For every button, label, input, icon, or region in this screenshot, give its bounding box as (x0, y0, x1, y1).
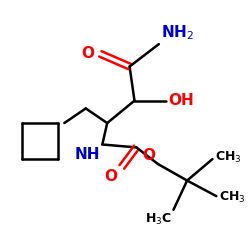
Text: H$_3$C: H$_3$C (145, 212, 172, 227)
Text: NH$_2$: NH$_2$ (161, 23, 194, 42)
Text: O: O (104, 169, 117, 184)
Text: CH$_3$: CH$_3$ (215, 150, 242, 166)
Text: OH: OH (168, 93, 194, 108)
Text: CH$_3$: CH$_3$ (219, 190, 246, 205)
Text: NH: NH (74, 147, 100, 162)
Text: O: O (142, 148, 156, 163)
Text: O: O (81, 46, 94, 61)
